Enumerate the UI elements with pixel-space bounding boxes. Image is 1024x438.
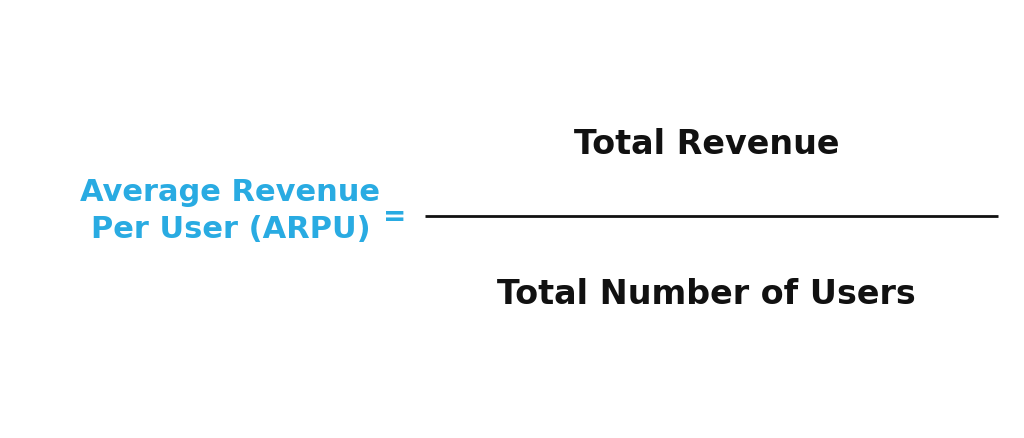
- Text: Total Revenue: Total Revenue: [573, 128, 840, 161]
- Text: Average Revenue
Per User (ARPU): Average Revenue Per User (ARPU): [81, 177, 380, 243]
- Text: Total Number of Users: Total Number of Users: [498, 277, 915, 310]
- Text: =: =: [383, 203, 406, 231]
